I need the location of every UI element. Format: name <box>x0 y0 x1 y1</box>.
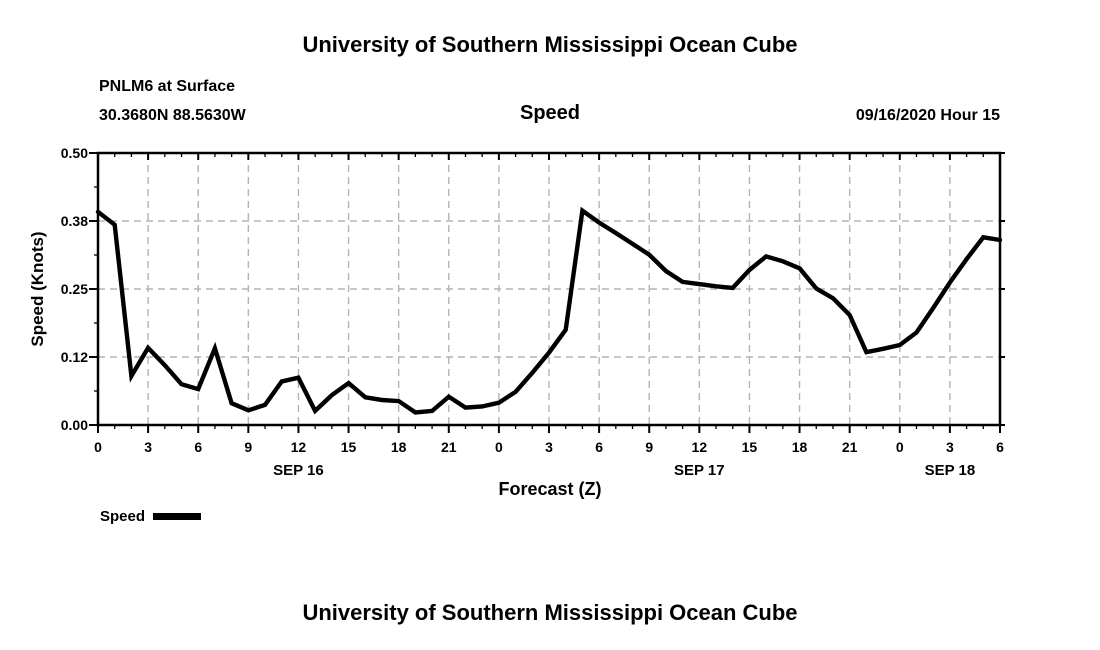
x-day-label: SEP 17 <box>674 462 725 479</box>
legend: Speed <box>100 508 202 525</box>
footer-title: University of Southern Mississippi Ocean… <box>302 600 798 625</box>
coordinates-label: 30.3680N 88.5630W <box>99 107 246 124</box>
x-day-label: SEP 16 <box>273 462 324 479</box>
x-tick-label: 0 <box>495 439 503 455</box>
x-tick-label: 6 <box>996 439 1004 455</box>
run-datetime-label: 09/16/2020 Hour 15 <box>855 107 1000 124</box>
x-tick-label: 6 <box>595 439 603 455</box>
y-tick-label: 0.25 <box>61 281 88 297</box>
y-tick-label: 0.38 <box>61 213 88 229</box>
x-tick-label: 3 <box>545 439 553 455</box>
x-tick-label: 12 <box>291 439 307 455</box>
y-axis-title: Speed (Knots) <box>28 231 47 347</box>
station-label: PNLM6 at Surface <box>99 78 236 95</box>
page-title: University of Southern Mississippi Ocean… <box>302 32 798 57</box>
x-day-label: SEP 18 <box>925 462 976 479</box>
x-tick-label: 21 <box>441 439 457 455</box>
x-tick-label: 3 <box>144 439 152 455</box>
x-tick-label: 9 <box>645 439 653 455</box>
x-tick-label: 6 <box>194 439 202 455</box>
x-tick-label: 15 <box>742 439 758 455</box>
y-tick-label: 0.50 <box>61 145 88 161</box>
x-tick-label: 0 <box>94 439 102 455</box>
x-tick-label: 0 <box>896 439 904 455</box>
legend-line-swatch <box>153 513 202 520</box>
chart-title: Speed <box>519 102 581 124</box>
x-tick-label: 18 <box>391 439 407 455</box>
x-tick-label: 15 <box>341 439 357 455</box>
plot-frame <box>96 151 1002 427</box>
x-tick-label: 18 <box>792 439 808 455</box>
x-tick-label: 12 <box>692 439 708 455</box>
x-axis-title: Forecast (Z) <box>498 479 602 499</box>
x-tick-label: 21 <box>842 439 858 455</box>
x-tick-label: 3 <box>946 439 954 455</box>
y-tick-label: 0.12 <box>61 349 88 365</box>
speed-data-line <box>95 206 1003 415</box>
x-tick-label: 9 <box>244 439 252 455</box>
y-tick-label: 0.00 <box>61 417 88 433</box>
legend-label: Speed <box>100 508 146 525</box>
